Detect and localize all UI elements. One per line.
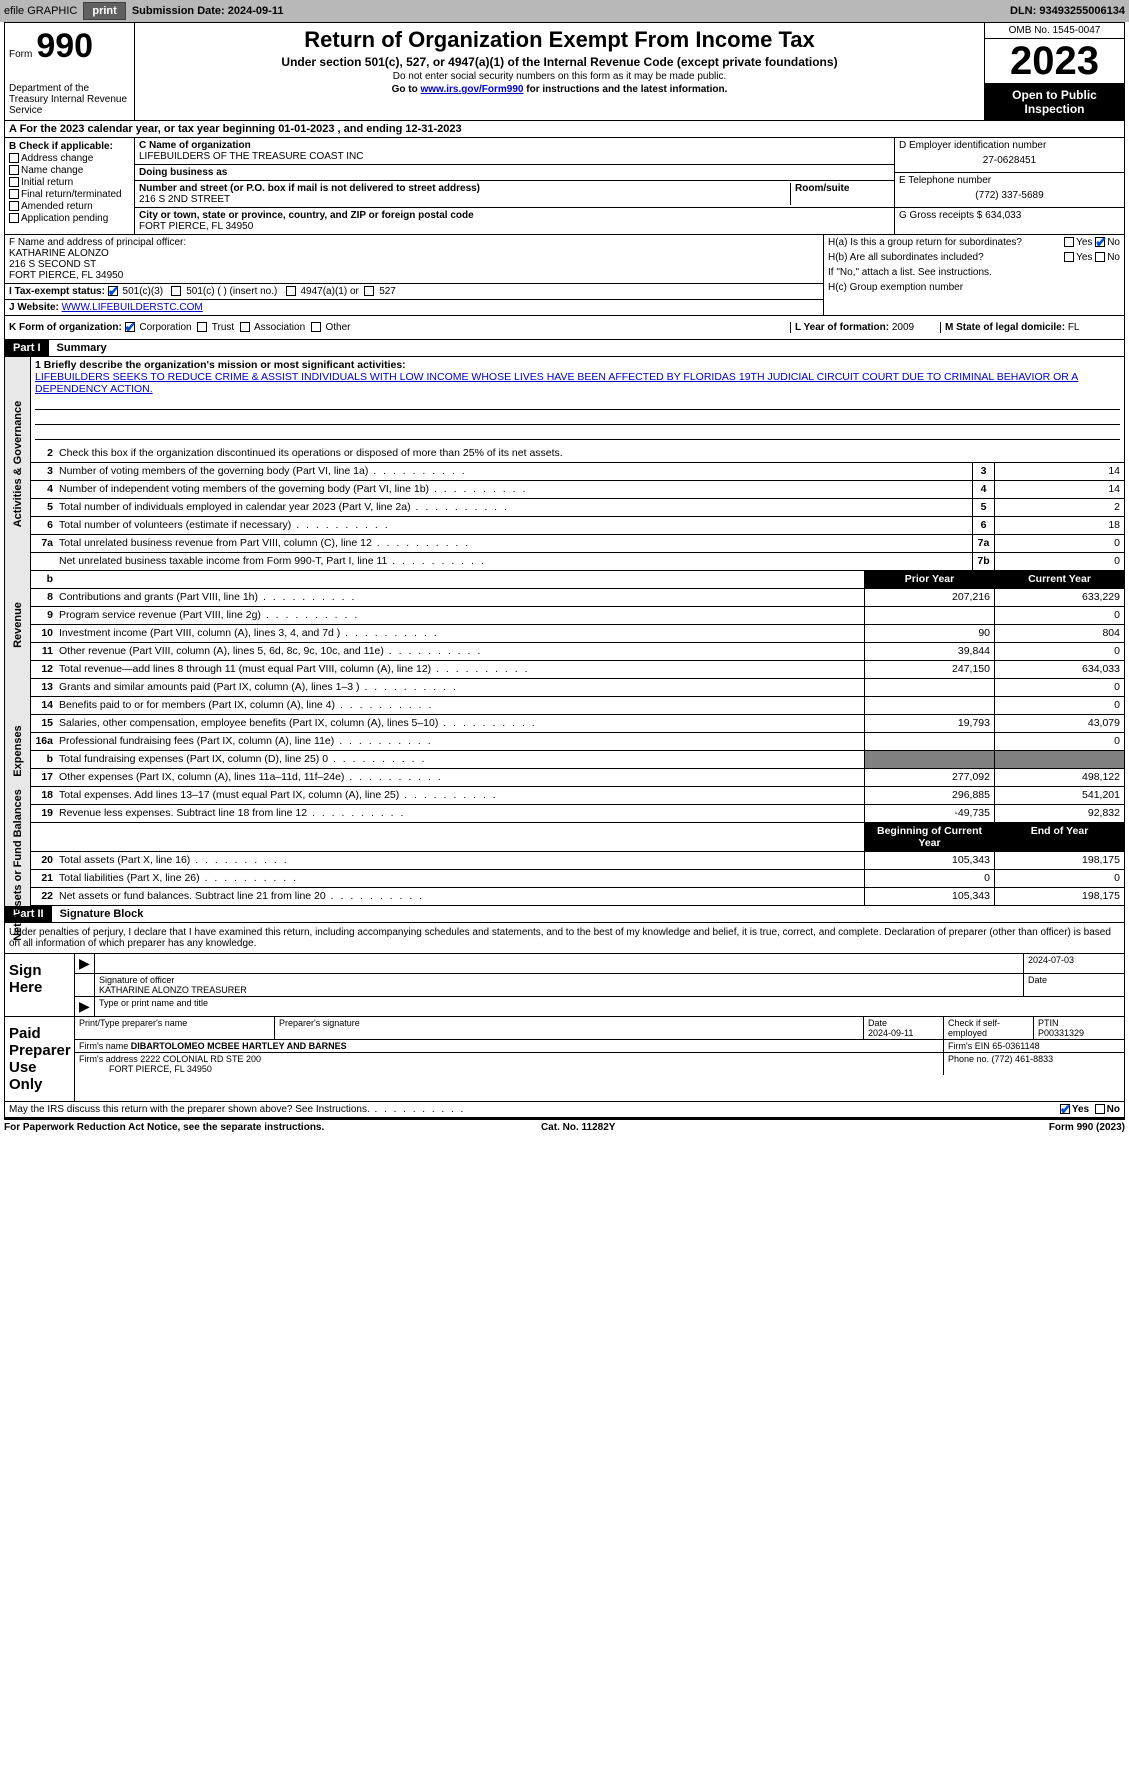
paid-preparer-block: Paid Preparer Use Only Print/Type prepar… — [5, 1017, 1124, 1102]
activities-governance: Activities & Governance 1 Briefly descri… — [5, 357, 1124, 571]
inspection-label: Open to Public Inspection — [985, 84, 1124, 120]
block-fhij: F Name and address of principal officer:… — [5, 235, 1124, 316]
org-name: LIFEBUILDERS OF THE TREASURE COAST INC — [139, 151, 890, 162]
revenue-section: Revenue bPrior YearCurrent Year 8Contrib… — [5, 571, 1124, 679]
form-title: Return of Organization Exempt From Incom… — [143, 27, 976, 53]
discuss-yes[interactable] — [1060, 1104, 1070, 1114]
form-subtitle: Under section 501(c), 527, or 4947(a)(1)… — [143, 55, 976, 69]
section-i: I Tax-exempt status: 501(c)(3) 501(c) ( … — [5, 284, 823, 300]
gross-receipts: 634,033 — [985, 210, 1021, 221]
section-b: B Check if applicable: Address change Na… — [5, 138, 135, 234]
omb-number: OMB No. 1545-0047 — [985, 23, 1124, 39]
website-link[interactable]: WWW.LIFEBUILDERSTC.COM — [62, 302, 203, 313]
section-d: D Employer identification number 27-0628… — [894, 138, 1124, 234]
dept-label: Department of the Treasury Internal Reve… — [9, 83, 130, 116]
submission-label: Submission Date: 2024-09-11 — [132, 5, 284, 17]
net-assets-section: Net Assets or Fund Balances Beginning of… — [5, 823, 1124, 906]
expenses-section: Expenses 13Grants and similar amounts pa… — [5, 679, 1124, 823]
form-number: Form 990 — [9, 27, 130, 66]
part1-header: Part I Summary — [5, 340, 1124, 357]
section-k: K Form of organization: Corporation Trus… — [5, 316, 1124, 340]
ein-value: 27-0628451 — [899, 151, 1120, 170]
corp-checkbox[interactable] — [125, 322, 135, 332]
part2-header: Part II Signature Block — [5, 906, 1124, 923]
org-street: 216 S 2ND STREET — [139, 194, 790, 205]
group-return-no[interactable] — [1095, 237, 1105, 247]
tax-year: 2023 — [985, 39, 1124, 84]
mission-text: LIFEBUILDERS SEEKS TO REDUCE CRIME & ASS… — [35, 371, 1078, 395]
perjury-statement: Under penalties of perjury, I declare th… — [5, 923, 1124, 954]
form-990: Form 990 Department of the Treasury Inte… — [4, 22, 1125, 1120]
top-bar: efile GRAPHIC print Submission Date: 202… — [0, 0, 1129, 22]
form-header: Form 990 Department of the Treasury Inte… — [5, 23, 1124, 121]
form-note2: Go to www.irs.gov/Form990 for instructio… — [143, 84, 976, 95]
section-c: C Name of organization LIFEBUILDERS OF T… — [135, 138, 894, 234]
dln-label: DLN: 93493255006134 — [1010, 5, 1125, 17]
section-j: J Website: WWW.LIFEBUILDERSTC.COM — [5, 300, 823, 315]
discuss-row: May the IRS discuss this return with the… — [5, 1102, 1124, 1119]
block-bcd: B Check if applicable: Address change Na… — [5, 138, 1124, 235]
print-button[interactable]: print — [83, 2, 125, 20]
section-h: H(a) Is this a group return for subordin… — [824, 235, 1124, 315]
form-note1: Do not enter social security numbers on … — [143, 71, 976, 82]
page-footer: For Paperwork Reduction Act Notice, see … — [0, 1120, 1129, 1135]
irs-link[interactable]: www.irs.gov/Form990 — [420, 84, 523, 95]
tel-value: (772) 337-5689 — [899, 186, 1120, 205]
section-f: F Name and address of principal officer:… — [5, 235, 823, 284]
501c3-checkbox[interactable] — [108, 286, 118, 296]
line-a: A For the 2023 calendar year, or tax yea… — [5, 121, 1124, 138]
sign-here-block: Sign Here ▶ 2024-07-03 Signature of offi… — [5, 954, 1124, 1017]
efile-label: efile GRAPHIC — [4, 5, 77, 17]
org-city: FORT PIERCE, FL 34950 — [139, 221, 890, 232]
